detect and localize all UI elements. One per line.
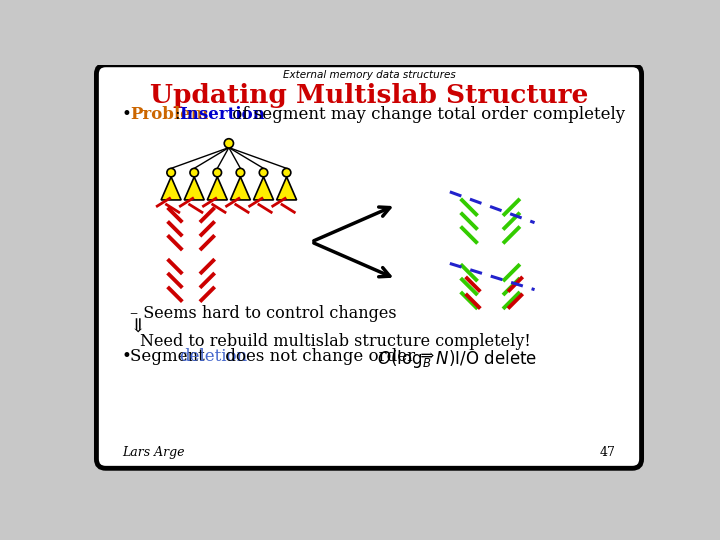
Text: – Seems hard to control changes: – Seems hard to control changes bbox=[130, 305, 397, 322]
Circle shape bbox=[167, 168, 176, 177]
Circle shape bbox=[282, 168, 291, 177]
Circle shape bbox=[259, 168, 268, 177]
Text: Segment: Segment bbox=[130, 348, 210, 365]
Text: Updating Multislab Structure: Updating Multislab Structure bbox=[150, 83, 588, 109]
Circle shape bbox=[236, 168, 245, 177]
Text: Lars Arge: Lars Arge bbox=[122, 446, 185, 459]
Text: does not change order ⇒: does not change order ⇒ bbox=[220, 348, 439, 365]
Polygon shape bbox=[230, 177, 251, 200]
Text: :: : bbox=[174, 106, 180, 123]
Text: $O(\log_{B}\,N)$I/O delete: $O(\log_{B}\,N)$I/O delete bbox=[377, 348, 537, 370]
Polygon shape bbox=[184, 177, 204, 200]
Polygon shape bbox=[207, 177, 228, 200]
Circle shape bbox=[213, 168, 222, 177]
Text: of segment may change total order completely: of segment may change total order comple… bbox=[228, 106, 626, 123]
Circle shape bbox=[224, 139, 233, 148]
Polygon shape bbox=[253, 177, 274, 200]
FancyBboxPatch shape bbox=[96, 65, 642, 468]
Text: •: • bbox=[121, 348, 131, 365]
Polygon shape bbox=[161, 177, 181, 200]
Polygon shape bbox=[276, 177, 297, 200]
Text: External memory data structures: External memory data structures bbox=[283, 70, 455, 80]
Text: Insertion: Insertion bbox=[179, 106, 264, 123]
Text: 47: 47 bbox=[600, 446, 616, 459]
Text: deletion: deletion bbox=[179, 348, 247, 365]
Text: Problem: Problem bbox=[130, 106, 209, 123]
Circle shape bbox=[190, 168, 199, 177]
Text: Need to rebuild multislab structure completely!: Need to rebuild multislab structure comp… bbox=[140, 333, 531, 350]
Text: ⇓: ⇓ bbox=[130, 319, 147, 337]
Text: •: • bbox=[121, 106, 131, 123]
